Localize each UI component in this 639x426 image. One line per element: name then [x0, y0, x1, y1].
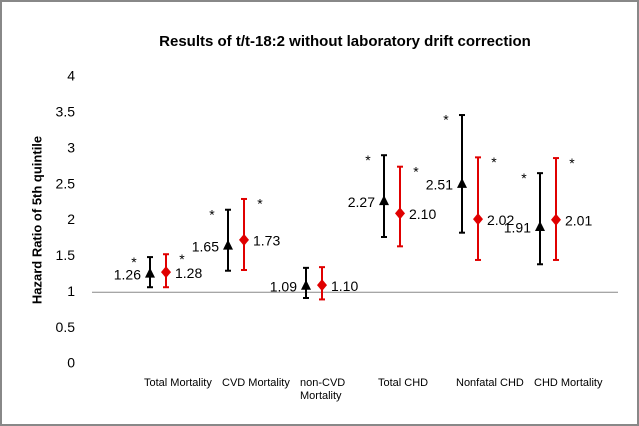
significance-mark: * — [443, 112, 449, 128]
y-tick-label: 2.5 — [56, 175, 76, 191]
y-tick-label: 3 — [67, 139, 75, 155]
marker — [395, 207, 405, 220]
significance-mark: * — [209, 206, 215, 222]
marker — [161, 266, 171, 279]
marker — [535, 220, 545, 231]
x-tick-label: Nonfatal CHD — [456, 377, 524, 389]
significance-mark: * — [491, 154, 497, 170]
y-tick-label: 1 — [67, 283, 75, 299]
significance-mark: * — [365, 152, 371, 168]
y-axis-title: Hazard Ratio of 5th quintile — [29, 136, 44, 304]
marker — [379, 195, 389, 206]
value-label: 1.73 — [253, 233, 280, 249]
value-label: 2.02 — [487, 212, 514, 228]
significance-mark: * — [257, 196, 263, 212]
value-label: 1.91 — [504, 220, 531, 236]
significance-mark: * — [569, 155, 575, 171]
y-tick-label: 2 — [67, 211, 75, 227]
value-label: 1.10 — [331, 278, 358, 294]
significance-mark: * — [413, 163, 419, 179]
y-tick-label: 0.5 — [56, 319, 76, 335]
chart-title: Results of t/t-18:2 without laboratory d… — [159, 33, 531, 50]
y-tick-label: 4 — [67, 68, 75, 84]
y-tick-label: 0 — [67, 355, 75, 371]
x-tick-label: Total CHD — [378, 377, 429, 389]
x-tick-label: Total Mortality — [144, 377, 212, 389]
y-tick-label: 3.5 — [56, 104, 76, 120]
x-tick-label: non-CVD Mortality — [300, 377, 346, 402]
value-label: 1.09 — [270, 278, 297, 294]
significance-mark: * — [131, 254, 137, 270]
y-tick-label: 1.5 — [56, 247, 76, 263]
marker — [223, 239, 233, 250]
value-label: 2.51 — [426, 177, 453, 193]
marker — [301, 279, 311, 290]
significance-mark: * — [179, 251, 185, 267]
value-label: 1.65 — [192, 238, 219, 254]
value-label: 2.01 — [565, 212, 592, 228]
marker — [551, 213, 561, 226]
value-label: 1.26 — [114, 266, 141, 282]
marker — [239, 233, 249, 246]
value-label: 2.27 — [348, 194, 375, 210]
marker — [473, 213, 483, 226]
marker — [317, 279, 327, 292]
value-label: 2.10 — [409, 206, 436, 222]
value-label: 1.28 — [175, 265, 202, 281]
significance-mark: * — [521, 170, 527, 186]
x-tick-label: CVD Mortality — [222, 377, 290, 389]
marker — [457, 177, 467, 188]
x-tick-label: CHD Mortality — [534, 377, 603, 389]
marker — [145, 267, 155, 278]
